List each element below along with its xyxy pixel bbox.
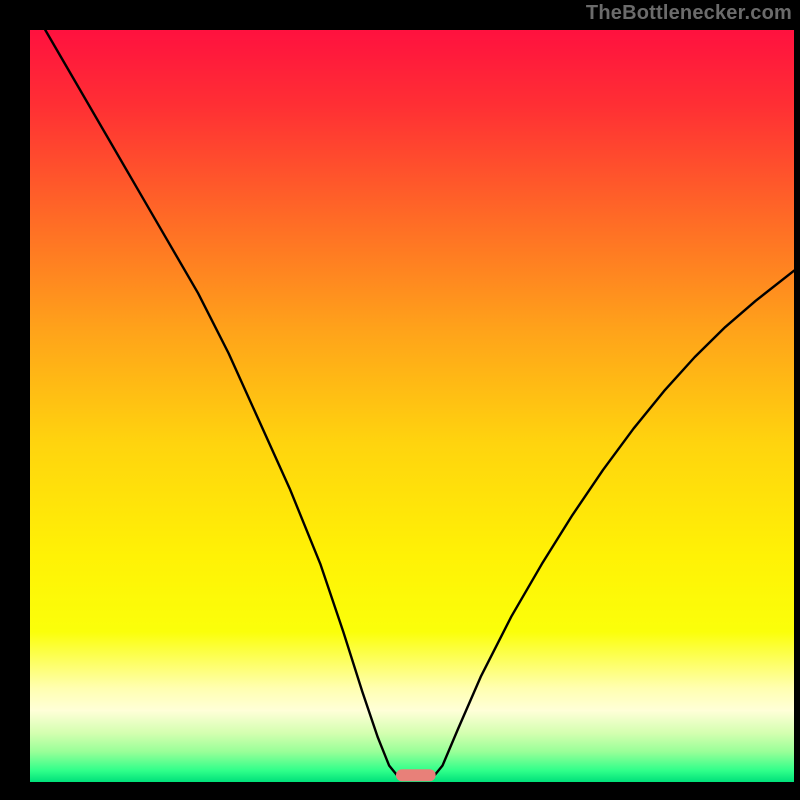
source-watermark: TheBottlenecker.com bbox=[586, 2, 792, 25]
chart-stage: TheBottlenecker.com bbox=[0, 0, 800, 800]
optimum-marker bbox=[396, 769, 436, 781]
bottleneck-chart bbox=[0, 0, 800, 800]
plot-area bbox=[30, 30, 794, 782]
